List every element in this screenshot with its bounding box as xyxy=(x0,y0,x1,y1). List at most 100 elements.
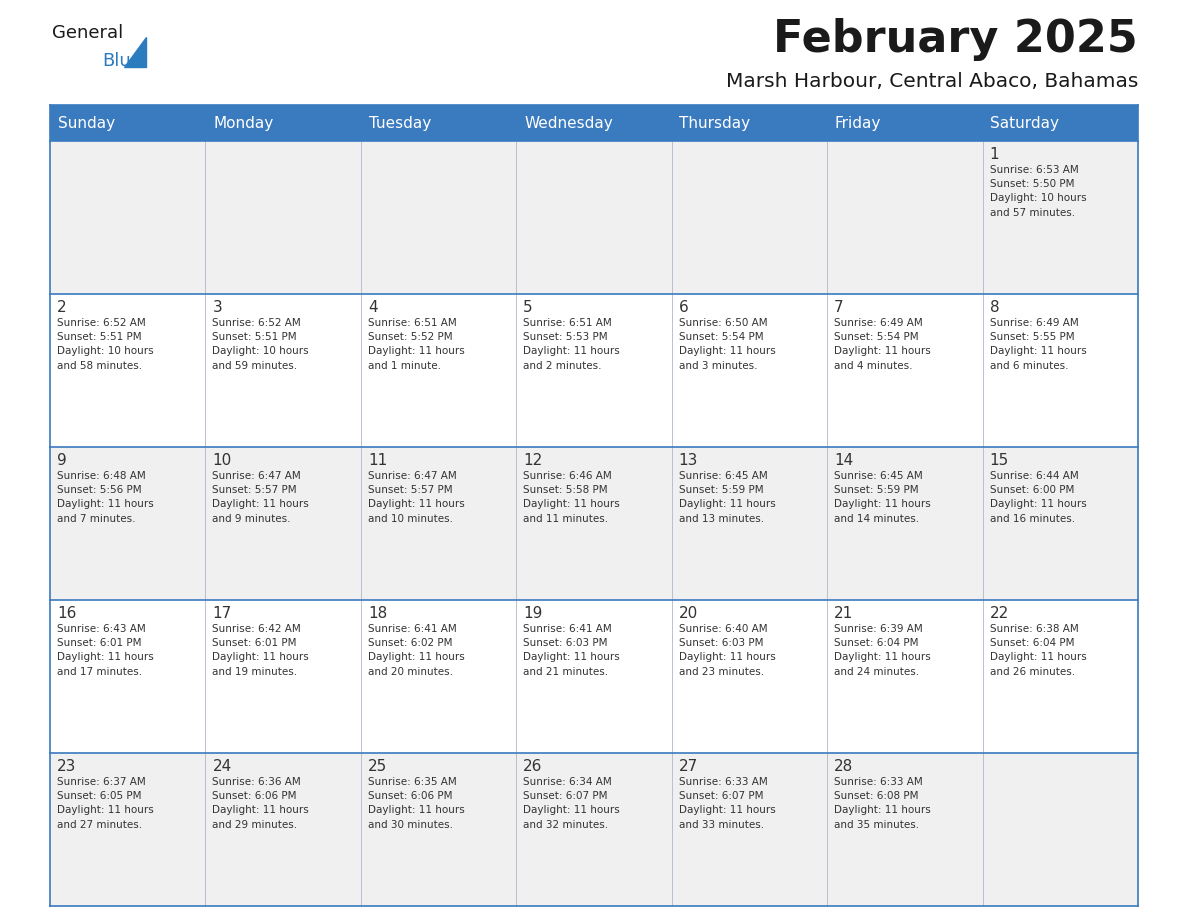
Text: Marsh Harbour, Central Abaco, Bahamas: Marsh Harbour, Central Abaco, Bahamas xyxy=(726,72,1138,91)
Text: Daylight: 11 hours: Daylight: 11 hours xyxy=(678,805,776,815)
Text: and 9 minutes.: and 9 minutes. xyxy=(213,513,291,523)
Text: and 59 minutes.: and 59 minutes. xyxy=(213,361,297,371)
Text: and 29 minutes.: and 29 minutes. xyxy=(213,820,297,830)
Text: Sunrise: 6:41 AM: Sunrise: 6:41 AM xyxy=(523,624,612,634)
Text: Sunrise: 6:51 AM: Sunrise: 6:51 AM xyxy=(523,318,612,328)
Text: 16: 16 xyxy=(57,606,76,621)
Text: Daylight: 11 hours: Daylight: 11 hours xyxy=(834,653,931,663)
Text: Sunrise: 6:37 AM: Sunrise: 6:37 AM xyxy=(57,777,146,787)
Text: 12: 12 xyxy=(523,453,543,468)
Text: Daylight: 11 hours: Daylight: 11 hours xyxy=(990,653,1086,663)
Text: Sunrise: 6:49 AM: Sunrise: 6:49 AM xyxy=(990,318,1079,328)
Text: 19: 19 xyxy=(523,606,543,621)
Text: Sunrise: 6:42 AM: Sunrise: 6:42 AM xyxy=(213,624,302,634)
Text: Sunset: 6:06 PM: Sunset: 6:06 PM xyxy=(368,791,453,801)
Text: and 13 minutes.: and 13 minutes. xyxy=(678,513,764,523)
Text: Sunset: 5:57 PM: Sunset: 5:57 PM xyxy=(368,486,453,495)
Text: Sunset: 5:57 PM: Sunset: 5:57 PM xyxy=(213,486,297,495)
Text: Daylight: 11 hours: Daylight: 11 hours xyxy=(523,805,620,815)
Bar xyxy=(50,105,1138,141)
Text: Sunset: 5:53 PM: Sunset: 5:53 PM xyxy=(523,332,608,342)
Text: and 57 minutes.: and 57 minutes. xyxy=(990,207,1075,218)
Text: 8: 8 xyxy=(990,300,999,315)
Text: Sunrise: 6:34 AM: Sunrise: 6:34 AM xyxy=(523,777,612,787)
Text: Daylight: 11 hours: Daylight: 11 hours xyxy=(678,346,776,356)
Text: Daylight: 11 hours: Daylight: 11 hours xyxy=(368,653,465,663)
Bar xyxy=(50,141,1138,294)
Text: and 14 minutes.: and 14 minutes. xyxy=(834,513,920,523)
Text: and 10 minutes.: and 10 minutes. xyxy=(368,513,453,523)
Text: Sunset: 5:52 PM: Sunset: 5:52 PM xyxy=(368,332,453,342)
Text: and 35 minutes.: and 35 minutes. xyxy=(834,820,920,830)
Text: Sunset: 5:51 PM: Sunset: 5:51 PM xyxy=(57,332,141,342)
Text: Sunrise: 6:38 AM: Sunrise: 6:38 AM xyxy=(990,624,1079,634)
Text: and 16 minutes.: and 16 minutes. xyxy=(990,513,1075,523)
Text: Sunrise: 6:45 AM: Sunrise: 6:45 AM xyxy=(678,471,767,481)
Text: Daylight: 11 hours: Daylight: 11 hours xyxy=(213,653,309,663)
Text: and 33 minutes.: and 33 minutes. xyxy=(678,820,764,830)
Text: Blue: Blue xyxy=(102,52,141,70)
Text: Sunset: 6:01 PM: Sunset: 6:01 PM xyxy=(213,638,297,648)
Text: 17: 17 xyxy=(213,606,232,621)
Text: Sunset: 6:04 PM: Sunset: 6:04 PM xyxy=(834,638,918,648)
Text: Sunrise: 6:53 AM: Sunrise: 6:53 AM xyxy=(990,165,1079,175)
Text: Sunrise: 6:41 AM: Sunrise: 6:41 AM xyxy=(368,624,456,634)
Text: Daylight: 11 hours: Daylight: 11 hours xyxy=(57,499,153,509)
Bar xyxy=(50,447,1138,600)
Text: Sunrise: 6:43 AM: Sunrise: 6:43 AM xyxy=(57,624,146,634)
Text: and 19 minutes.: and 19 minutes. xyxy=(213,666,297,677)
Text: 28: 28 xyxy=(834,759,853,774)
Text: 26: 26 xyxy=(523,759,543,774)
Text: Daylight: 10 hours: Daylight: 10 hours xyxy=(213,346,309,356)
Text: 20: 20 xyxy=(678,606,699,621)
Text: Sunset: 6:04 PM: Sunset: 6:04 PM xyxy=(990,638,1074,648)
Text: Sunset: 5:50 PM: Sunset: 5:50 PM xyxy=(990,179,1074,189)
Text: Sunset: 6:08 PM: Sunset: 6:08 PM xyxy=(834,791,918,801)
Text: 23: 23 xyxy=(57,759,76,774)
Bar xyxy=(50,753,1138,906)
Text: Sunrise: 6:36 AM: Sunrise: 6:36 AM xyxy=(213,777,302,787)
Text: Sunrise: 6:49 AM: Sunrise: 6:49 AM xyxy=(834,318,923,328)
Text: Sunset: 5:58 PM: Sunset: 5:58 PM xyxy=(523,486,608,495)
Text: Sunset: 6:07 PM: Sunset: 6:07 PM xyxy=(678,791,763,801)
Text: 2: 2 xyxy=(57,300,67,315)
Text: and 23 minutes.: and 23 minutes. xyxy=(678,666,764,677)
Bar xyxy=(50,600,1138,753)
Text: Sunrise: 6:50 AM: Sunrise: 6:50 AM xyxy=(678,318,767,328)
Text: Sunrise: 6:40 AM: Sunrise: 6:40 AM xyxy=(678,624,767,634)
Text: Daylight: 11 hours: Daylight: 11 hours xyxy=(368,805,465,815)
Polygon shape xyxy=(124,37,146,67)
Text: General: General xyxy=(52,24,124,42)
Text: Monday: Monday xyxy=(213,116,273,130)
Text: February 2025: February 2025 xyxy=(773,18,1138,61)
Text: Sunset: 6:03 PM: Sunset: 6:03 PM xyxy=(523,638,608,648)
Text: Daylight: 11 hours: Daylight: 11 hours xyxy=(678,653,776,663)
Text: and 17 minutes.: and 17 minutes. xyxy=(57,666,143,677)
Text: Sunset: 5:55 PM: Sunset: 5:55 PM xyxy=(990,332,1074,342)
Text: Sunset: 6:06 PM: Sunset: 6:06 PM xyxy=(213,791,297,801)
Text: and 11 minutes.: and 11 minutes. xyxy=(523,513,608,523)
Text: Daylight: 11 hours: Daylight: 11 hours xyxy=(368,346,465,356)
Text: Sunset: 6:00 PM: Sunset: 6:00 PM xyxy=(990,486,1074,495)
Text: 10: 10 xyxy=(213,453,232,468)
Text: Sunrise: 6:47 AM: Sunrise: 6:47 AM xyxy=(368,471,456,481)
Text: and 2 minutes.: and 2 minutes. xyxy=(523,361,602,371)
Text: 4: 4 xyxy=(368,300,378,315)
Text: Sunset: 5:56 PM: Sunset: 5:56 PM xyxy=(57,486,141,495)
Text: and 7 minutes.: and 7 minutes. xyxy=(57,513,135,523)
Text: Sunrise: 6:52 AM: Sunrise: 6:52 AM xyxy=(213,318,302,328)
Text: Sunset: 6:03 PM: Sunset: 6:03 PM xyxy=(678,638,763,648)
Text: Daylight: 11 hours: Daylight: 11 hours xyxy=(990,499,1086,509)
Text: Tuesday: Tuesday xyxy=(368,116,431,130)
Text: Daylight: 11 hours: Daylight: 11 hours xyxy=(213,805,309,815)
Text: Sunrise: 6:47 AM: Sunrise: 6:47 AM xyxy=(213,471,302,481)
Text: Daylight: 11 hours: Daylight: 11 hours xyxy=(523,499,620,509)
Text: 9: 9 xyxy=(57,453,67,468)
Text: and 4 minutes.: and 4 minutes. xyxy=(834,361,912,371)
Text: and 24 minutes.: and 24 minutes. xyxy=(834,666,920,677)
Text: Daylight: 11 hours: Daylight: 11 hours xyxy=(834,346,931,356)
Text: Sunrise: 6:33 AM: Sunrise: 6:33 AM xyxy=(678,777,767,787)
Text: Daylight: 11 hours: Daylight: 11 hours xyxy=(834,805,931,815)
Text: Sunset: 6:02 PM: Sunset: 6:02 PM xyxy=(368,638,453,648)
Text: 13: 13 xyxy=(678,453,699,468)
